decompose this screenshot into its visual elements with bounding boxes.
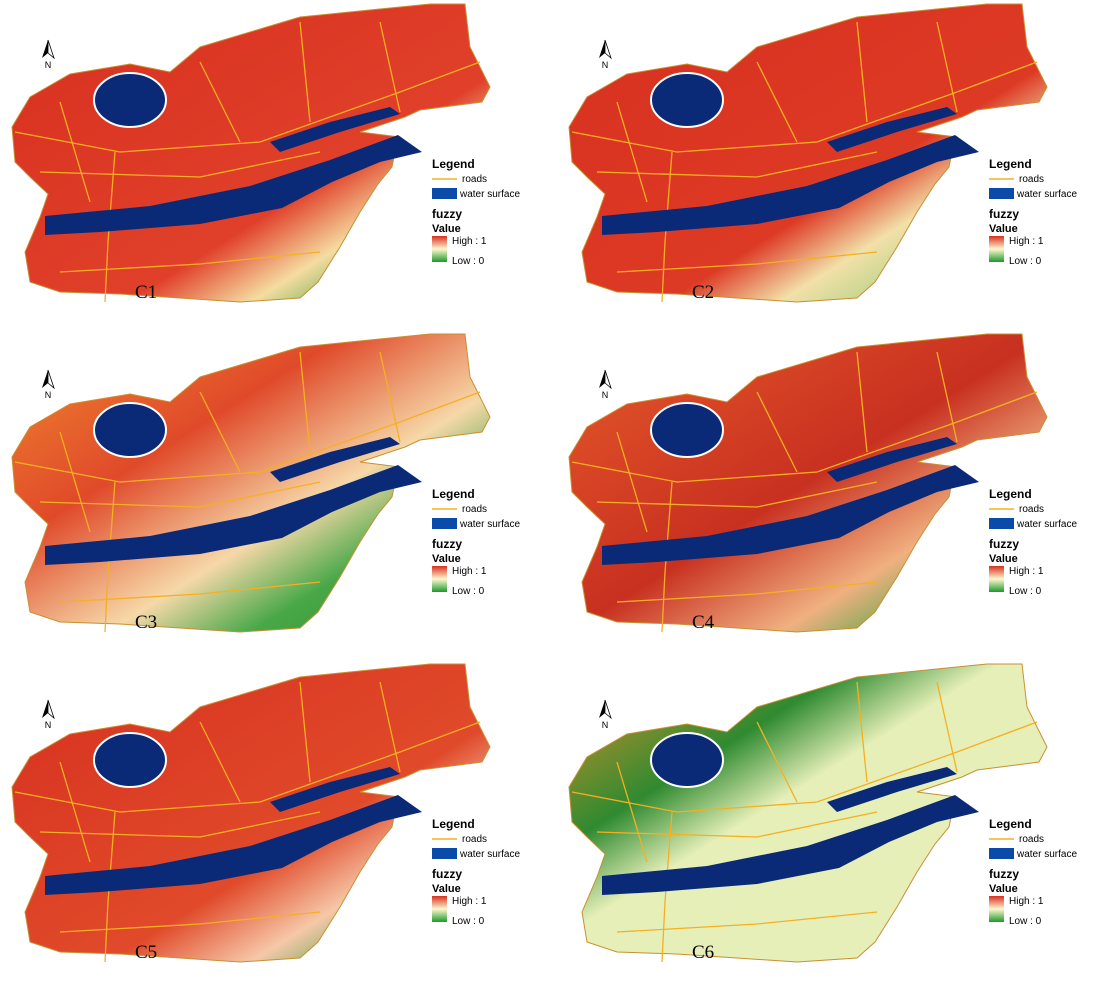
legend-water-symbol: [989, 848, 1014, 859]
legend-title: Legend: [989, 487, 1032, 501]
legend-heading: fuzzy: [989, 537, 1019, 551]
panel-label: C4: [692, 612, 715, 633]
legend-ramp: [989, 896, 1004, 922]
legend-heading: fuzzy: [432, 867, 462, 881]
map-panel: N Legend roads water surface fuzzy ValueHigh …: [12, 334, 520, 633]
lake: [651, 733, 723, 787]
legend-text: water surface: [459, 189, 520, 200]
legend-ramp: [432, 566, 447, 592]
legend-ramp: [989, 236, 1004, 262]
legend-heading: Value: [989, 223, 1018, 235]
north-arrow: [599, 700, 605, 718]
legend-text: water surface: [1016, 189, 1077, 200]
legend-title: Legend: [432, 817, 475, 831]
north-arrow: [48, 40, 54, 58]
north-arrow: [605, 700, 611, 718]
north-arrow: [42, 40, 48, 58]
legend-text: Low : 0: [452, 256, 485, 267]
legend-text: roads: [462, 504, 487, 515]
panel-label: C5: [135, 942, 157, 963]
legend-heading: Value: [432, 553, 461, 565]
legend-heading: fuzzy: [989, 867, 1019, 881]
legend-water-symbol: [432, 848, 457, 859]
map-panel: N Legend roads water surface fuzzy ValueHigh …: [569, 334, 1077, 633]
legend-title: Legend: [989, 817, 1032, 831]
legend-heading: fuzzy: [989, 207, 1019, 221]
legend-text: High : 1: [1009, 236, 1044, 247]
legend-title: Legend: [989, 157, 1032, 171]
map-panel: N Legend roads water surface fuzzy ValueHigh …: [12, 4, 520, 303]
legend-text: Low : 0: [1009, 916, 1042, 927]
legend-text: water surface: [459, 519, 520, 530]
north-arrow: [42, 370, 48, 388]
legend-water-symbol: [432, 188, 457, 199]
north-label: N: [602, 720, 609, 730]
legend-text: Low : 0: [1009, 256, 1042, 267]
land-area: [569, 334, 1047, 632]
north-label: N: [45, 390, 52, 400]
north-arrow: [605, 370, 611, 388]
panel-label: C2: [692, 282, 714, 303]
north-label: N: [45, 720, 52, 730]
legend-text: roads: [462, 834, 487, 845]
panel-label: C3: [135, 612, 157, 633]
legend-text: High : 1: [452, 896, 487, 907]
legend-text: water surface: [459, 849, 520, 860]
lake: [94, 733, 166, 787]
land-area: [569, 664, 1047, 962]
land-area: [12, 664, 490, 962]
legend-heading: Value: [432, 223, 461, 235]
land-area: [569, 4, 1047, 302]
figure: NLegendroadswater surfacefuzzyValueHigh …: [0, 0, 1095, 995]
legend-text: High : 1: [1009, 896, 1044, 907]
legend-ramp: [989, 566, 1004, 592]
map-panel: N Legend roads water surface fuzzy ValueHigh …: [569, 664, 1077, 963]
legend-title: Legend: [432, 157, 475, 171]
north-arrow: [48, 700, 54, 718]
legend-text: High : 1: [452, 566, 487, 577]
legend-text: water surface: [1016, 849, 1077, 860]
legend-text: Low : 0: [452, 916, 485, 927]
map-panel: N Legend roads water surface fuzzy ValueHigh …: [12, 664, 520, 963]
land-area: [12, 334, 490, 632]
legend-heading: Value: [989, 883, 1018, 895]
north-arrow: [605, 40, 611, 58]
legend-water-symbol: [989, 518, 1014, 529]
legend-text: Low : 0: [452, 586, 485, 597]
lake: [94, 403, 166, 457]
legend-text: roads: [1019, 504, 1044, 515]
legend-water-symbol: [432, 518, 457, 529]
lake: [651, 403, 723, 457]
north-label: N: [602, 60, 609, 70]
legend-heading: Value: [989, 553, 1018, 565]
legend-text: water surface: [1016, 519, 1077, 530]
legend-heading: fuzzy: [432, 537, 462, 551]
panel-label: C1: [135, 282, 157, 303]
legend-text: High : 1: [452, 236, 487, 247]
legend-title: Legend: [432, 487, 475, 501]
legend-text: roads: [462, 174, 487, 185]
legend-text: roads: [1019, 834, 1044, 845]
map-panel: N Legend roads water surface fuzzy ValueHigh …: [569, 4, 1077, 303]
north-arrow: [599, 370, 605, 388]
north-arrow: [48, 370, 54, 388]
legend-ramp: [432, 236, 447, 262]
legend-heading: Value: [432, 883, 461, 895]
lake: [94, 73, 166, 127]
land-area: [12, 4, 490, 302]
legend-text: roads: [1019, 174, 1044, 185]
north-label: N: [45, 60, 52, 70]
legend-text: High : 1: [1009, 566, 1044, 577]
legend-ramp: [432, 896, 447, 922]
north-arrow: [599, 40, 605, 58]
north-arrow: [42, 700, 48, 718]
legend-water-symbol: [989, 188, 1014, 199]
north-label: N: [602, 390, 609, 400]
legend-heading: fuzzy: [432, 207, 462, 221]
panel-label: C6: [692, 942, 714, 963]
lake: [651, 73, 723, 127]
legend-text: Low : 0: [1009, 586, 1042, 597]
